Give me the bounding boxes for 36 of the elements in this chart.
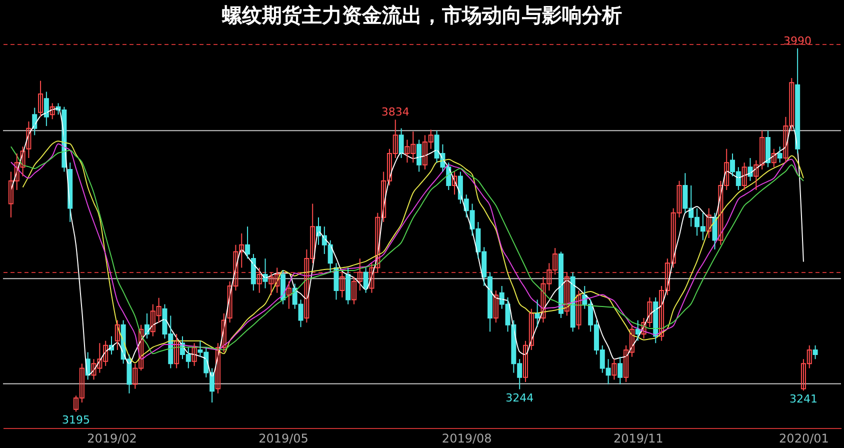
annotation: 3195 (62, 414, 90, 427)
x-tick-label: 2020/01 (779, 432, 829, 446)
candlestick (724, 148, 730, 191)
candlestick (114, 320, 120, 350)
candlestick (528, 308, 534, 350)
candlestick (576, 290, 582, 330)
candlestick (340, 272, 345, 298)
candlestick (742, 162, 747, 191)
x-tick-label: 2019/02 (87, 432, 137, 446)
annotation: 3244 (506, 391, 534, 404)
candlestick (452, 171, 458, 196)
x-tick-label: 2019/11 (613, 432, 664, 446)
candlestick (718, 180, 724, 246)
candlestick (493, 290, 498, 324)
annotation: 3990 (784, 34, 812, 48)
chart-title: 螺纹期货主力资金流出，市场动向与影响分析 (221, 3, 622, 27)
candlestick (357, 258, 362, 292)
candlestick (221, 312, 226, 353)
annotation: 3241 (789, 392, 818, 406)
annotation: 3834 (381, 106, 410, 119)
candlestick (564, 272, 570, 316)
candlestick (771, 148, 776, 168)
candlestick (174, 333, 180, 369)
candlestick (50, 102, 55, 120)
candlestick (706, 208, 712, 238)
candlestick (351, 276, 356, 305)
candlestick (192, 342, 197, 366)
candlestick (26, 120, 32, 159)
candlestick (612, 358, 617, 380)
candlestick (256, 267, 262, 294)
candlestick (215, 342, 220, 394)
x-tick-label: 2019/08 (442, 432, 492, 446)
candlestick (286, 280, 292, 310)
x-tick-label: 2019/05 (258, 432, 308, 446)
candlestick (523, 340, 528, 382)
candlestick (38, 80, 44, 118)
